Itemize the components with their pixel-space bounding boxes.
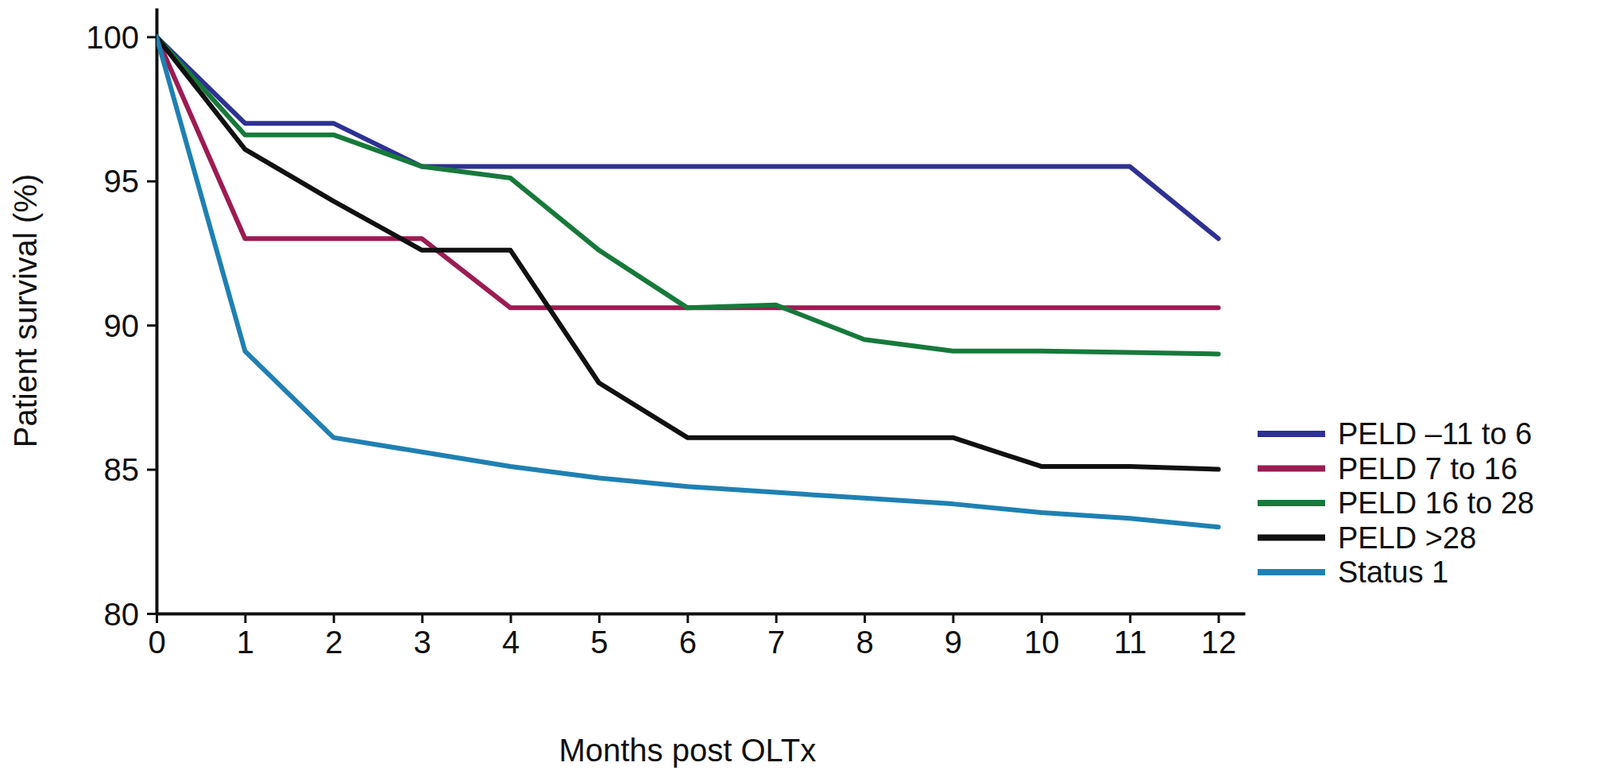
tick-label: 3 [413, 624, 432, 660]
tick: 4 [502, 613, 520, 660]
series-line [156, 36, 1219, 469]
tick-label: 100 [85, 19, 140, 55]
tick: 95 [104, 163, 158, 199]
tick-label: 4 [502, 624, 520, 660]
x-axis-title: Months post OLTx [558, 732, 816, 768]
tick-label: 7 [767, 624, 785, 660]
legend-label: PELD >28 [1337, 521, 1477, 555]
tick-label: 11 [1113, 624, 1148, 660]
tick-mark [146, 324, 157, 327]
series-line [156, 36, 1219, 527]
tick-label: 85 [104, 452, 140, 487]
legend-swatch [1257, 430, 1326, 437]
axis-line [157, 612, 1246, 616]
tick-label: 2 [324, 624, 343, 660]
legend-label: PELD 16 to 28 [1337, 486, 1535, 520]
tick-mark [686, 613, 689, 623]
tick-label: 90 [104, 308, 140, 344]
lines [156, 36, 1219, 527]
tick: 100 [85, 19, 157, 55]
tick: 6 [679, 613, 697, 660]
tick-label: 12 [1201, 624, 1237, 660]
tick-mark [332, 613, 336, 623]
axis-line [155, 8, 159, 615]
series-line [156, 36, 1219, 354]
tick-mark [598, 613, 601, 623]
tick: 0 [147, 613, 166, 660]
legend: PELD –11 to 6PELD 7 to 16PELD 16 to 28PE… [1257, 417, 1535, 589]
tick-label: 6 [679, 624, 697, 660]
tick-mark [951, 613, 955, 623]
chart: 012345678910111280859095100Months post O… [0, 0, 1600, 778]
plot: 012345678910111280859095100 [85, 8, 1245, 661]
tick: 7 [767, 613, 785, 660]
tick: 85 [104, 452, 158, 487]
legend-label: PELD –11 to 6 [1337, 417, 1532, 451]
tick-mark [146, 180, 157, 183]
tick-mark [146, 612, 157, 615]
x-axis: 0123456789101112 [147, 613, 1245, 660]
legend-swatch [1257, 534, 1326, 542]
tick-mark [243, 613, 247, 623]
tick-label: 5 [590, 624, 608, 660]
tick-mark [146, 468, 157, 472]
tick: 10 [1024, 613, 1060, 660]
tick-label: 95 [104, 163, 140, 199]
tick: 2 [324, 613, 343, 660]
tick-mark [510, 613, 513, 623]
legend-label: PELD 7 to 16 [1337, 452, 1518, 486]
tick: 90 [104, 308, 158, 344]
tick: 80 [104, 596, 158, 632]
legend-swatch [1257, 568, 1326, 576]
tick-mark [421, 613, 424, 623]
tick-label: 8 [855, 624, 874, 660]
tick: 12 [1201, 613, 1237, 660]
tick: 5 [590, 613, 608, 660]
tick: 1 [236, 613, 255, 660]
tick: 8 [855, 613, 874, 660]
y-axis: 80 85 90 95 100 [85, 8, 157, 632]
legend-swatch [1257, 499, 1326, 507]
tick: 3 [413, 613, 432, 660]
tick-mark [863, 613, 866, 623]
tick-mark [146, 35, 157, 39]
series-line [156, 36, 1219, 239]
legend-label: Status 1 [1337, 555, 1449, 589]
tick: 11 [1113, 613, 1148, 660]
tick-label: 0 [147, 624, 166, 660]
tick: 9 [944, 613, 963, 660]
tick-label: 80 [104, 596, 140, 632]
tick-mark [1217, 613, 1221, 623]
tick-mark [1128, 613, 1132, 623]
tick-label: 9 [944, 624, 963, 660]
y-axis-title: Patient survival (%) [7, 173, 43, 449]
legend-swatch [1257, 465, 1326, 472]
tick-label: 1 [236, 624, 255, 660]
tick-mark [775, 613, 778, 623]
series-line [156, 36, 1219, 308]
tick-label: 10 [1024, 624, 1060, 660]
tick-mark [1040, 613, 1044, 623]
